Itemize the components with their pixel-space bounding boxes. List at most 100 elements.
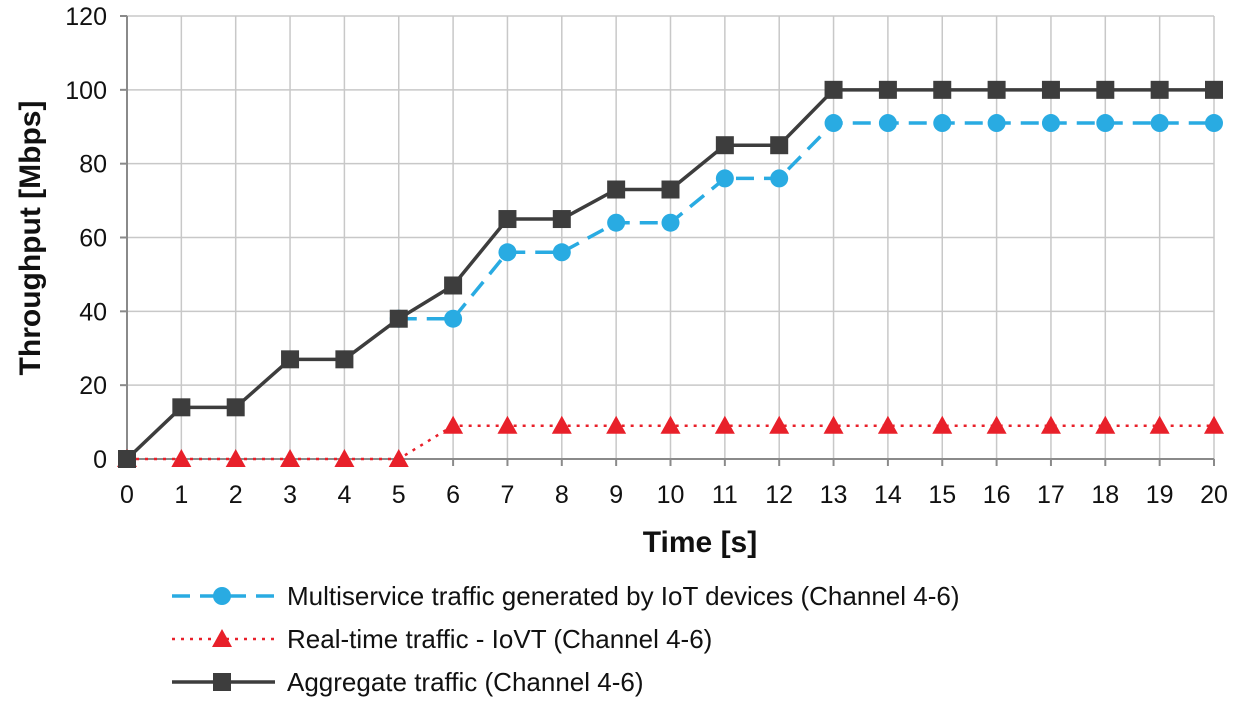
data-point-7 [498,243,517,262]
y-tick-label-100: 100 [65,77,107,105]
y-axis-title: Throughput [Mbps] [14,101,47,376]
x-tick-label-5: 5 [392,481,406,509]
x-tick-label-18: 18 [1091,481,1119,509]
legend-entry-1: Multiservice traffic generated by IoT de… [172,581,959,611]
data-point-8 [552,243,571,262]
x-tick-label-7: 7 [500,481,514,509]
data-point-15 [932,415,953,434]
data-point-2 [225,449,246,467]
data-point-2 [226,398,245,417]
x-tick-label-16: 16 [983,481,1011,509]
data-point-13 [824,80,843,99]
data-point-3 [280,449,301,467]
y-tick-label-80: 80 [79,151,107,179]
data-point-14 [878,80,897,99]
legend-marker [213,587,231,605]
data-point-12 [769,415,790,434]
data-point-7 [497,415,518,434]
y-tick-label-20: 20 [79,372,107,400]
data-point-3 [281,350,300,369]
data-point-1 [172,398,191,417]
x-tick-label-9: 9 [609,481,623,509]
x-tick-label-1: 1 [174,481,188,509]
x-tick-label-14: 14 [874,481,902,509]
data-point-11 [714,415,735,434]
data-point-14 [878,114,897,133]
data-point-9 [607,180,626,199]
data-point-13 [824,114,843,133]
x-tick-label-15: 15 [928,481,956,509]
x-tick-label-0: 0 [120,481,134,509]
data-point-18 [1096,80,1115,99]
y-tick-labels: 0 20 40 60 80 100 120 [65,3,107,474]
data-point-5 [389,309,408,328]
data-point-10 [660,415,681,434]
series-aggregate-traffic-channel-4-6 [118,80,1223,468]
data-point-0 [118,450,136,468]
series-line [127,424,1214,461]
series-line [398,121,1214,321]
y-tick-label-120: 120 [65,3,107,31]
data-point-4 [334,449,355,467]
y-tick-label-60: 60 [79,225,107,253]
data-point-8 [552,210,571,229]
data-point-20 [1205,114,1223,133]
x-tick-label-20: 20 [1200,481,1228,509]
legend-entry-3: Aggregate traffic (Channel 4-6) [172,667,644,697]
data-point-9 [606,415,627,434]
y-tick-label-0: 0 [93,446,107,474]
data-point-12 [770,169,789,188]
x-tick-label-6: 6 [446,481,460,509]
data-point-13 [823,415,844,434]
data-point-10 [661,180,680,199]
y-tick-label-40: 40 [79,298,107,326]
data-point-19 [1150,80,1169,99]
data-point-15 [933,80,952,99]
x-tick-label-4: 4 [337,481,351,509]
x-axis-title: Time [s] [643,526,757,559]
data-point-20 [1204,415,1224,434]
x-tick-label-19: 19 [1146,481,1174,509]
data-point-17 [1041,80,1060,99]
data-point-20 [1205,80,1223,99]
data-point-5 [388,449,409,467]
data-point-11 [715,136,734,155]
data-point-8 [551,415,572,434]
legend: Multiservice traffic generated by IoT de… [172,581,959,697]
data-point-12 [770,136,789,155]
x-tick-labels: 0 1 2 3 4 5 6 7 8 9 10 11 12 13 14 15 16 17 18 19 20 [120,481,1228,509]
data-point-11 [715,169,734,188]
data-point-18 [1095,415,1116,434]
data-point-14 [877,415,898,434]
x-tick-label-2: 2 [229,481,243,509]
legend-marker [212,629,232,647]
legend-marker [213,673,231,691]
legend-entry-2: Real-time traffic - IoVT (Channel 4-6) [172,624,712,654]
data-point-17 [1041,114,1060,133]
x-tick-label-12: 12 [765,481,793,509]
series-real-time-traffic-iovt-channel-4-6 [117,415,1224,467]
x-tick-label-8: 8 [555,481,569,509]
series-layer [117,80,1224,468]
data-point-4 [335,350,354,369]
x-tick-label-13: 13 [820,481,848,509]
legend-label: Multiservice traffic generated by IoT de… [287,581,959,611]
x-tick-label-11: 11 [712,481,738,509]
data-point-18 [1096,114,1115,133]
data-point-6 [443,415,464,434]
data-point-6 [444,276,463,295]
data-point-16 [986,415,1007,434]
data-point-16 [987,114,1006,133]
series-multiservice-traffic-generated-by-iot-devices-channel-4-6 [389,114,1223,328]
data-point-17 [1040,415,1061,434]
data-point-10 [661,213,680,232]
legend-label: Aggregate traffic (Channel 4-6) [287,667,644,697]
data-point-19 [1149,415,1170,434]
x-tick-label-3: 3 [283,481,297,509]
data-point-6 [444,309,463,328]
x-tick-label-10: 10 [657,481,685,509]
data-point-16 [987,80,1006,99]
data-point-15 [933,114,952,133]
data-point-19 [1150,114,1169,133]
